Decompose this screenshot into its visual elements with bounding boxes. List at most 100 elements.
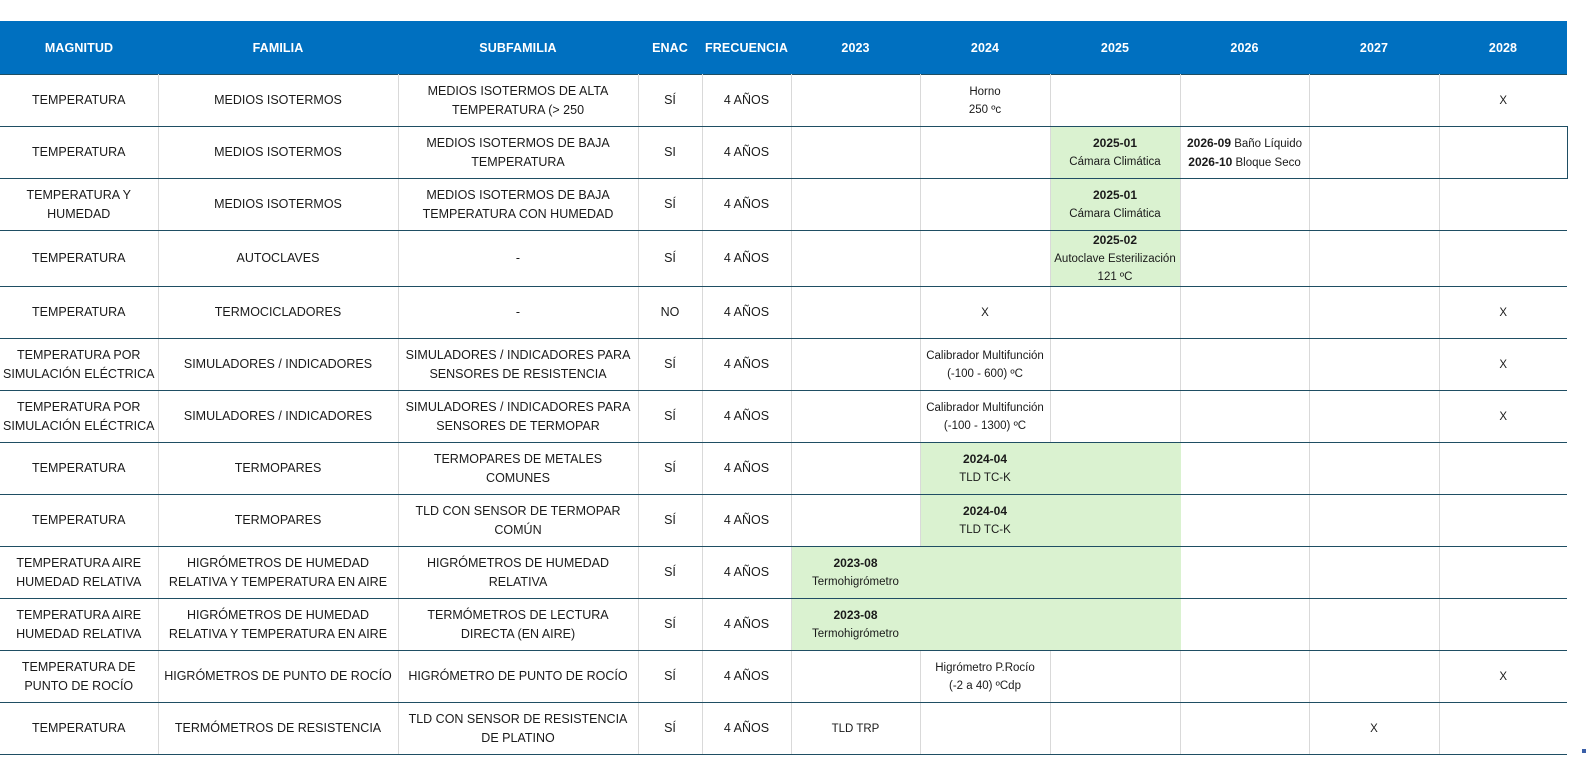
cell-2023[interactable]: 2023-08 Termohigrómetro	[790, 598, 921, 651]
cell-2026[interactable]	[1179, 178, 1310, 231]
cell-2025[interactable]	[1049, 494, 1181, 547]
cell-2026[interactable]	[1179, 338, 1310, 391]
cell-2027[interactable]	[1308, 650, 1440, 703]
cell-frecuencia[interactable]: 4 AÑOS	[701, 650, 792, 703]
header-2027[interactable]: 2027	[1309, 21, 1439, 75]
cell-2023[interactable]	[790, 286, 921, 339]
cell-familia[interactable]: TERMOPARES	[157, 494, 399, 547]
cell-magnitud[interactable]: TEMPERATURA POR SIMULACIÓN ELÉCTRICA	[0, 390, 159, 443]
cell-2025[interactable]: 2025-01 Cámara Climática	[1049, 126, 1181, 179]
cell-2024[interactable]: 2024-04 TLD TC-K	[919, 442, 1051, 495]
header-frecuencia[interactable]: FRECUENCIA	[702, 21, 791, 75]
cell-2025[interactable]	[1049, 650, 1181, 703]
cell-2023[interactable]	[790, 74, 921, 127]
cell-2027[interactable]	[1308, 546, 1440, 599]
cell-magnitud[interactable]: TEMPERATURA	[0, 286, 159, 339]
header-2026[interactable]: 2026	[1180, 21, 1309, 75]
cell-2027[interactable]	[1308, 74, 1440, 127]
cell-frecuencia[interactable]: 4 AÑOS	[701, 442, 792, 495]
cell-familia[interactable]: HIGRÓMETROS DE PUNTO DE ROCÍO	[157, 650, 399, 703]
cell-2027[interactable]	[1308, 338, 1440, 391]
cell-2024[interactable]: Calibrador Multifunción (-100 - 1300) ºC	[919, 390, 1051, 443]
cell-familia[interactable]: SIMULADORES / INDICADORES	[157, 390, 399, 443]
cell-2025[interactable]	[1049, 390, 1181, 443]
cell-2025[interactable]	[1049, 338, 1181, 391]
header-2025[interactable]: 2025	[1050, 21, 1180, 75]
cell-familia[interactable]: SIMULADORES / INDICADORES	[157, 338, 399, 391]
cell-2026[interactable]: 2026-09 Baño Líquido 2026-10 Bloque Seco	[1179, 126, 1310, 179]
cell-enac[interactable]: SÍ	[637, 338, 703, 391]
cell-2026[interactable]	[1179, 546, 1310, 599]
header-2024[interactable]: 2024	[920, 21, 1050, 75]
cell-enac[interactable]: SÍ	[637, 546, 703, 599]
cell-2025[interactable]: 2025-01 Cámara Climática	[1049, 178, 1181, 231]
cell-2026[interactable]	[1179, 390, 1310, 443]
cell-familia[interactable]: MEDIOS ISOTERMOS	[157, 178, 399, 231]
cell-familia[interactable]: MEDIOS ISOTERMOS	[157, 74, 399, 127]
cell-frecuencia[interactable]: 4 AÑOS	[701, 494, 792, 547]
cell-2026[interactable]	[1179, 74, 1310, 127]
cell-2023[interactable]	[790, 338, 921, 391]
cell-2023[interactable]	[790, 442, 921, 495]
cell-2027[interactable]	[1308, 178, 1440, 231]
cell-2024[interactable]: X	[919, 286, 1051, 339]
cell-subfamilia[interactable]: -	[397, 230, 639, 287]
cell-familia[interactable]: HIGRÓMETROS DE HUMEDAD RELATIVA Y TEMPER…	[157, 546, 399, 599]
cell-2027[interactable]	[1308, 442, 1440, 495]
cell-2028[interactable]	[1438, 702, 1567, 755]
cell-2028[interactable]: X	[1438, 390, 1567, 443]
cell-2027[interactable]	[1308, 390, 1440, 443]
cell-enac[interactable]: SÍ	[637, 178, 703, 231]
cell-2023[interactable]	[790, 178, 921, 231]
cell-frecuencia[interactable]: 4 AÑOS	[701, 286, 792, 339]
cell-2024[interactable]: 2024-04 TLD TC-K	[919, 494, 1051, 547]
cell-magnitud[interactable]: TEMPERATURA AIRE HUMEDAD RELATIVA	[0, 598, 159, 651]
cell-2028[interactable]	[1438, 546, 1567, 599]
cell-magnitud[interactable]: TEMPERATURA AIRE HUMEDAD RELATIVA	[0, 546, 159, 599]
cell-frecuencia[interactable]: 4 AÑOS	[701, 230, 792, 287]
cell-magnitud[interactable]: TEMPERATURA	[0, 230, 159, 287]
cell-familia[interactable]: MEDIOS ISOTERMOS	[157, 126, 399, 179]
cell-2025[interactable]	[1049, 442, 1181, 495]
cell-subfamilia[interactable]: MEDIOS ISOTERMOS DE BAJA TEMPERATURA	[397, 126, 639, 179]
cell-frecuencia[interactable]: 4 AÑOS	[701, 702, 792, 755]
cell-2024[interactable]	[919, 702, 1051, 755]
cell-2028[interactable]	[1438, 442, 1567, 495]
cell-subfamilia[interactable]: SIMULADORES / INDICADORES PARA SENSORES …	[397, 390, 639, 443]
cell-2024[interactable]	[919, 126, 1051, 179]
cell-2028[interactable]: X	[1438, 286, 1567, 339]
cell-subfamilia[interactable]: HIGRÓMETROS DE HUMEDAD RELATIVA	[397, 546, 639, 599]
cell-subfamilia[interactable]: TERMÓMETROS DE LECTURA DIRECTA (EN AIRE)	[397, 598, 639, 651]
cell-subfamilia[interactable]: SIMULADORES / INDICADORES PARA SENSORES …	[397, 338, 639, 391]
cell-2025[interactable]	[1049, 546, 1181, 599]
cell-2028[interactable]: X	[1438, 338, 1567, 391]
cell-frecuencia[interactable]: 4 AÑOS	[701, 74, 792, 127]
cell-2023[interactable]	[790, 390, 921, 443]
cell-2028[interactable]	[1438, 126, 1568, 179]
cell-2023[interactable]	[790, 650, 921, 703]
cell-frecuencia[interactable]: 4 AÑOS	[701, 598, 792, 651]
cell-familia[interactable]: TERMOPARES	[157, 442, 399, 495]
header-magnitud[interactable]: MAGNITUD	[0, 21, 158, 75]
cell-2028[interactable]	[1438, 178, 1567, 231]
table-resize-handle[interactable]	[1582, 749, 1586, 753]
cell-magnitud[interactable]: TEMPERATURA	[0, 74, 159, 127]
header-familia[interactable]: FAMILIA	[158, 21, 398, 75]
cell-2025[interactable]	[1049, 598, 1181, 651]
cell-enac[interactable]: SÍ	[637, 74, 703, 127]
cell-2028[interactable]	[1438, 494, 1567, 547]
cell-subfamilia[interactable]: TERMOPARES DE METALES COMUNES	[397, 442, 639, 495]
cell-frecuencia[interactable]: 4 AÑOS	[701, 126, 792, 179]
cell-frecuencia[interactable]: 4 AÑOS	[701, 546, 792, 599]
cell-enac[interactable]: SÍ	[637, 494, 703, 547]
cell-subfamilia[interactable]: MEDIOS ISOTERMOS DE BAJA TEMPERATURA CON…	[397, 178, 639, 231]
cell-frecuencia[interactable]: 4 AÑOS	[701, 178, 792, 231]
header-enac[interactable]: ENAC	[638, 21, 702, 75]
cell-2026[interactable]	[1179, 494, 1310, 547]
cell-2025[interactable]: 2025-02 Autoclave Esterilización 121 ºC	[1049, 230, 1181, 287]
cell-2024[interactable]	[919, 598, 1051, 651]
cell-magnitud[interactable]: TEMPERATURA	[0, 442, 159, 495]
cell-2024[interactable]	[919, 178, 1051, 231]
cell-2026[interactable]	[1179, 598, 1310, 651]
cell-frecuencia[interactable]: 4 AÑOS	[701, 338, 792, 391]
